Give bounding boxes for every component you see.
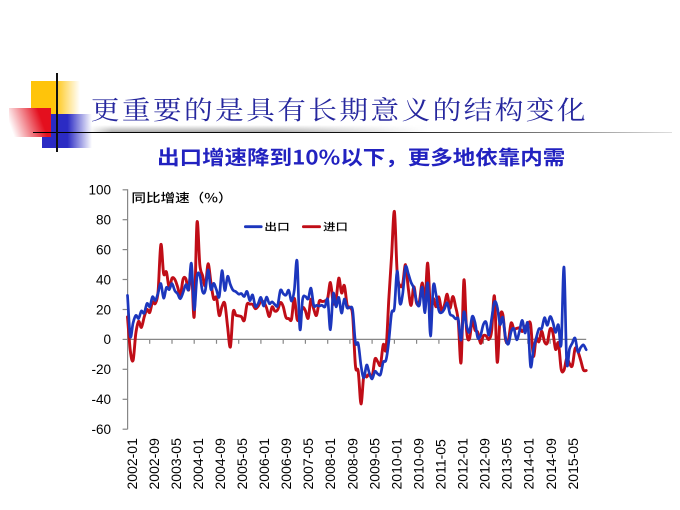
svg-text:2006-09: 2006-09 <box>278 438 294 490</box>
svg-text:2013-05: 2013-05 <box>499 438 515 490</box>
svg-text:2005-05: 2005-05 <box>234 438 250 490</box>
svg-text:2008-09: 2008-09 <box>344 438 360 490</box>
svg-text:60: 60 <box>96 242 111 257</box>
svg-text:-60: -60 <box>91 422 111 437</box>
svg-text:2009-05: 2009-05 <box>366 438 382 490</box>
svg-text:2003-05: 2003-05 <box>168 438 184 490</box>
svg-text:2015-05: 2015-05 <box>565 438 581 490</box>
svg-text:20: 20 <box>96 302 111 317</box>
svg-text:2004-01: 2004-01 <box>190 438 206 490</box>
svg-text:2012-01: 2012-01 <box>455 438 471 490</box>
svg-text:2004-09: 2004-09 <box>212 438 228 490</box>
svg-text:40: 40 <box>96 272 111 287</box>
svg-text:-20: -20 <box>91 362 111 377</box>
svg-text:80: 80 <box>96 213 111 228</box>
svg-text:2002-01: 2002-01 <box>124 438 140 490</box>
svg-text:100: 100 <box>88 183 111 198</box>
svg-text:-40: -40 <box>91 392 111 407</box>
svg-text:2010-09: 2010-09 <box>411 438 427 490</box>
svg-text:2006-01: 2006-01 <box>256 438 272 490</box>
svg-text:2011-05: 2011-05 <box>433 439 449 490</box>
svg-text:2002-09: 2002-09 <box>146 438 162 490</box>
svg-text:2007-05: 2007-05 <box>300 438 316 490</box>
svg-text:2012-09: 2012-09 <box>477 438 493 490</box>
svg-text:0: 0 <box>103 332 111 347</box>
svg-text:2014-01: 2014-01 <box>521 438 537 490</box>
svg-text:2008-01: 2008-01 <box>322 438 338 490</box>
svg-text:2010-01: 2010-01 <box>388 438 404 490</box>
svg-text:2014-09: 2014-09 <box>543 438 559 490</box>
